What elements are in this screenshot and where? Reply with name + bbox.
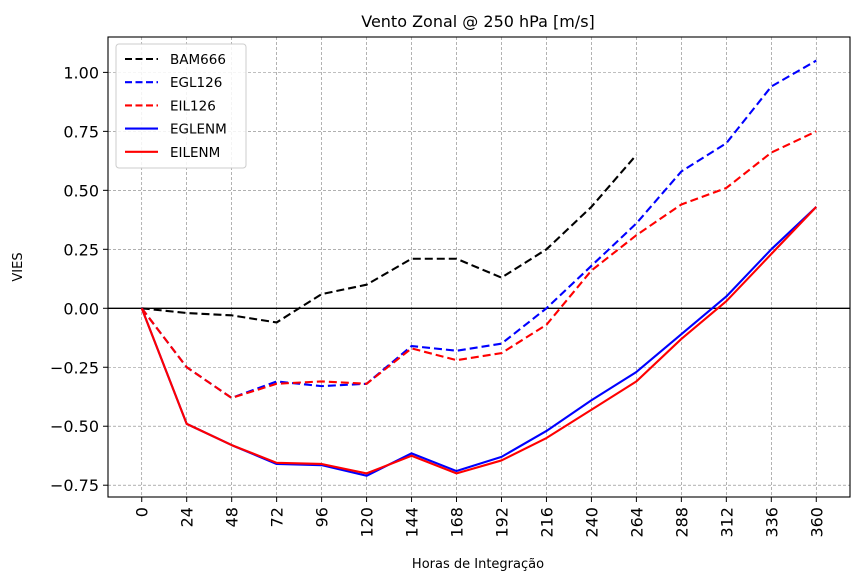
y-axis: −0.75 −0.50 −0.25 0.00 0.25 0.50 0.75 1.00	[50, 63, 108, 495]
y-tick-label: −0.25	[50, 358, 99, 377]
x-tick-label: 48	[223, 507, 242, 527]
x-tick-label: 192	[492, 507, 511, 538]
x-tick-label: 168	[448, 507, 467, 538]
legend-label-bam666: BAM666	[170, 52, 226, 68]
x-tick-label: 0	[133, 507, 152, 517]
y-tick-label: 0.00	[63, 299, 99, 318]
series-group	[140, 59, 818, 477]
y-tick-label: 0.75	[63, 122, 99, 141]
series-line-eilenm	[140, 206, 818, 475]
legend: BAM666 EGL126 EIL126 EGLENM EILENM	[115, 43, 247, 169]
y-axis-label: VIES	[11, 252, 26, 281]
legend-label-eil126: EIL126	[170, 98, 216, 114]
legend-box	[115, 43, 247, 169]
legend-label-eilenm: EILENM	[170, 145, 220, 161]
y-tick-label: 0.25	[63, 240, 99, 259]
x-tick-label: 264	[627, 507, 646, 538]
x-axis: 0 24 48 72 96 120 144 168 192 216 240 264 288 312 336 3…	[133, 497, 826, 538]
x-tick-label: 120	[358, 507, 377, 538]
plot-frame	[107, 36, 851, 498]
x-tick-label: 312	[717, 507, 736, 538]
x-axis-label: Horas de Integração	[412, 557, 544, 572]
x-tick-label: 24	[178, 507, 197, 527]
x-tick-label: 336	[762, 507, 781, 538]
legend-label-egl126: EGL126	[170, 75, 222, 91]
x-tick-label: 144	[403, 507, 422, 538]
y-tick-label: 1.00	[63, 63, 99, 82]
x-tick-label: 72	[268, 507, 287, 527]
x-tick-label: 96	[313, 507, 332, 527]
legend-label-eglenm: EGLENM	[170, 122, 227, 138]
series-line-eil126	[140, 130, 817, 399]
x-tick-label: 240	[582, 507, 601, 538]
x-tick-label: 288	[672, 507, 691, 538]
y-tick-label: −0.50	[50, 417, 99, 436]
chart-title: Vento Zonal @ 250 hPa [m/s]	[361, 12, 595, 31]
y-tick-label: −0.75	[50, 476, 99, 495]
y-tick-label: 0.50	[63, 181, 99, 200]
x-tick-label: 360	[807, 507, 826, 538]
x-tick-label: 216	[537, 507, 556, 538]
